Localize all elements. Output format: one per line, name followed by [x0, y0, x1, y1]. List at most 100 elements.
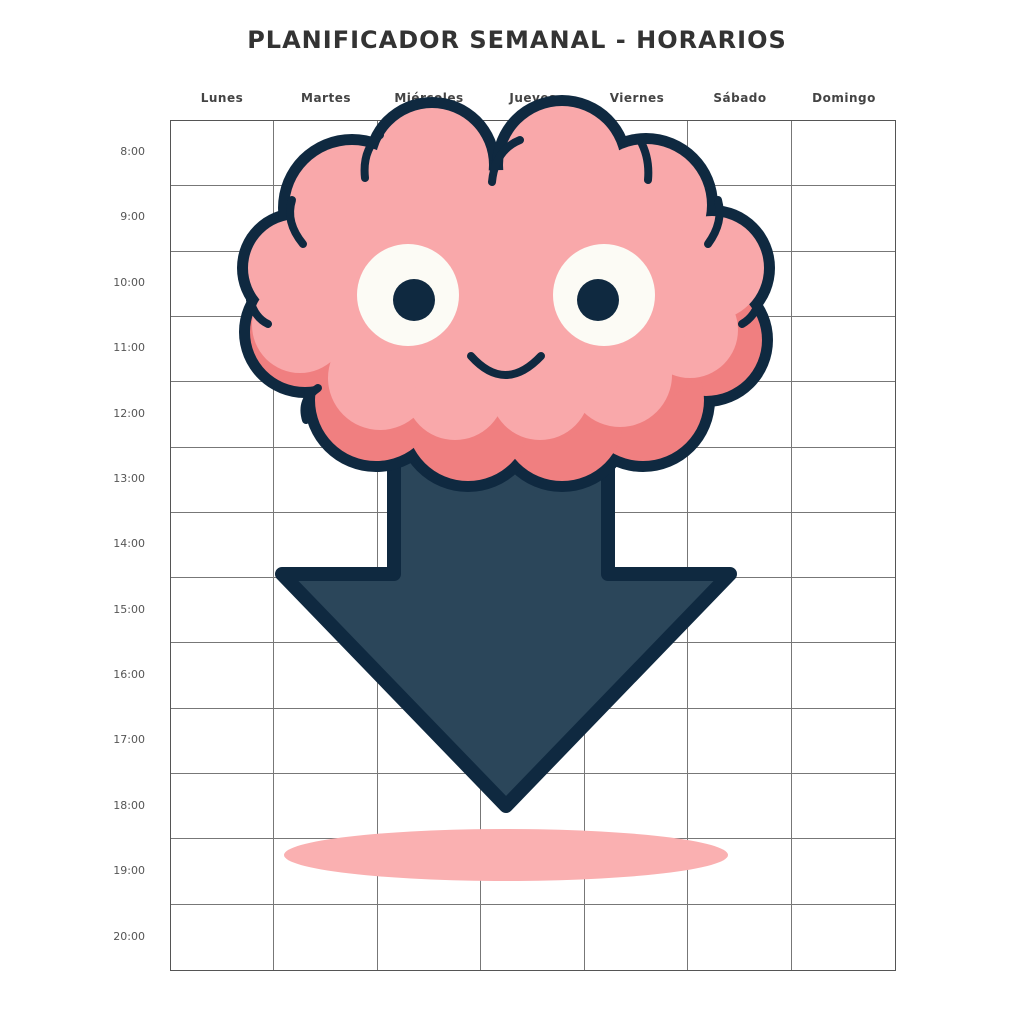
schedule-cell[interactable] — [274, 382, 378, 448]
schedule-cell[interactable] — [274, 578, 378, 644]
page-title: PLANIFICADOR SEMANAL - HORARIOS — [247, 26, 787, 54]
schedule-cell[interactable] — [584, 512, 689, 579]
schedule-cell[interactable] — [378, 904, 482, 970]
schedule-cell[interactable] — [171, 251, 275, 317]
schedule-cell[interactable] — [377, 186, 482, 252]
schedule-cell[interactable] — [791, 709, 895, 775]
schedule-cell[interactable] — [171, 643, 275, 709]
schedule-cell[interactable] — [377, 382, 482, 448]
schedule-cell[interactable] — [171, 447, 275, 513]
schedule-cell[interactable] — [481, 382, 585, 448]
schedule-cell[interactable] — [171, 121, 275, 187]
schedule-cell[interactable] — [791, 121, 895, 187]
schedule-grid — [170, 120, 896, 971]
schedule-cell[interactable] — [584, 774, 689, 840]
schedule-cell[interactable] — [274, 251, 378, 317]
schedule-cell[interactable] — [274, 904, 378, 970]
schedule-cell[interactable] — [481, 643, 585, 709]
schedule-cell[interactable] — [584, 578, 689, 644]
schedule-cell[interactable] — [377, 121, 482, 187]
schedule-cell[interactable] — [171, 382, 275, 448]
schedule-cell[interactable] — [274, 708, 378, 775]
schedule-cell[interactable] — [481, 447, 585, 513]
schedule-cell[interactable] — [171, 316, 275, 383]
time-label-19: 19:00 — [113, 864, 145, 877]
time-label-12: 12:00 — [113, 407, 145, 420]
schedule-cell[interactable] — [688, 186, 792, 252]
schedule-cell[interactable] — [274, 121, 378, 187]
schedule-cell[interactable] — [274, 839, 378, 905]
schedule-cell[interactable] — [274, 186, 378, 252]
schedule-cell[interactable] — [481, 316, 585, 383]
schedule-cell[interactable] — [792, 905, 895, 970]
schedule-cell[interactable] — [688, 447, 792, 513]
schedule-cell[interactable] — [584, 316, 689, 383]
schedule-cell[interactable] — [481, 121, 585, 187]
schedule-cell[interactable] — [481, 904, 585, 970]
schedule-cell[interactable] — [584, 186, 689, 252]
schedule-cell[interactable] — [688, 708, 792, 775]
schedule-cell[interactable] — [688, 904, 792, 970]
schedule-cell[interactable] — [274, 512, 378, 579]
schedule-cell[interactable] — [584, 121, 689, 187]
schedule-cell[interactable] — [481, 839, 585, 905]
schedule-cell[interactable] — [688, 578, 792, 644]
schedule-cell[interactable] — [584, 839, 689, 905]
schedule-cell[interactable] — [171, 512, 275, 579]
schedule-cell[interactable] — [791, 252, 895, 317]
schedule-cell[interactable] — [791, 382, 895, 448]
schedule-cell[interactable] — [377, 774, 482, 840]
time-label-9: 9:00 — [120, 210, 145, 223]
schedule-cell[interactable] — [584, 447, 689, 513]
schedule-cell[interactable] — [377, 447, 482, 513]
schedule-cell[interactable] — [481, 251, 585, 317]
schedule-cell[interactable] — [688, 251, 792, 317]
schedule-cell[interactable] — [688, 512, 792, 579]
schedule-cell[interactable] — [171, 904, 275, 970]
schedule-cell[interactable] — [584, 708, 689, 775]
schedule-cell[interactable] — [171, 186, 275, 252]
schedule-cell[interactable] — [791, 317, 895, 383]
schedule-cell[interactable] — [584, 643, 689, 709]
schedule-cell[interactable] — [377, 708, 482, 775]
schedule-cell[interactable] — [791, 513, 895, 579]
schedule-cell[interactable] — [791, 643, 895, 709]
schedule-cell[interactable] — [688, 643, 792, 709]
schedule-cell[interactable] — [274, 316, 378, 383]
time-label-18: 18:00 — [113, 799, 145, 812]
schedule-cell[interactable] — [688, 121, 792, 187]
schedule-cell[interactable] — [171, 578, 275, 644]
schedule-cell[interactable] — [688, 839, 792, 905]
schedule-cell[interactable] — [481, 578, 585, 644]
schedule-cell[interactable] — [274, 643, 378, 709]
schedule-cell[interactable] — [377, 578, 482, 644]
schedule-cell[interactable] — [688, 382, 792, 448]
schedule-cell[interactable] — [688, 774, 792, 840]
schedule-cell[interactable] — [791, 186, 895, 252]
schedule-cell[interactable] — [584, 382, 689, 448]
schedule-cell[interactable] — [274, 774, 378, 840]
schedule-cell[interactable] — [171, 774, 275, 840]
day-header-viernes: Viernes — [609, 91, 665, 105]
day-header-domingo: Domingo — [812, 91, 876, 105]
schedule-cell[interactable] — [171, 708, 275, 775]
schedule-cell[interactable] — [481, 708, 585, 775]
schedule-cell[interactable] — [481, 774, 585, 840]
schedule-cell[interactable] — [377, 839, 482, 905]
schedule-cell[interactable] — [791, 448, 895, 513]
schedule-cell[interactable] — [377, 251, 482, 317]
schedule-cell[interactable] — [377, 512, 482, 579]
schedule-cell[interactable] — [791, 839, 895, 905]
schedule-cell[interactable] — [791, 578, 895, 644]
schedule-cell[interactable] — [171, 839, 275, 905]
schedule-cell[interactable] — [481, 186, 585, 252]
time-label-8: 8:00 — [120, 145, 145, 158]
schedule-cell[interactable] — [377, 643, 482, 709]
schedule-cell[interactable] — [481, 512, 585, 579]
schedule-cell[interactable] — [791, 774, 895, 840]
schedule-cell[interactable] — [688, 316, 792, 383]
schedule-cell[interactable] — [584, 251, 689, 317]
schedule-cell[interactable] — [274, 447, 378, 513]
schedule-cell[interactable] — [585, 904, 689, 970]
schedule-cell[interactable] — [377, 316, 482, 383]
